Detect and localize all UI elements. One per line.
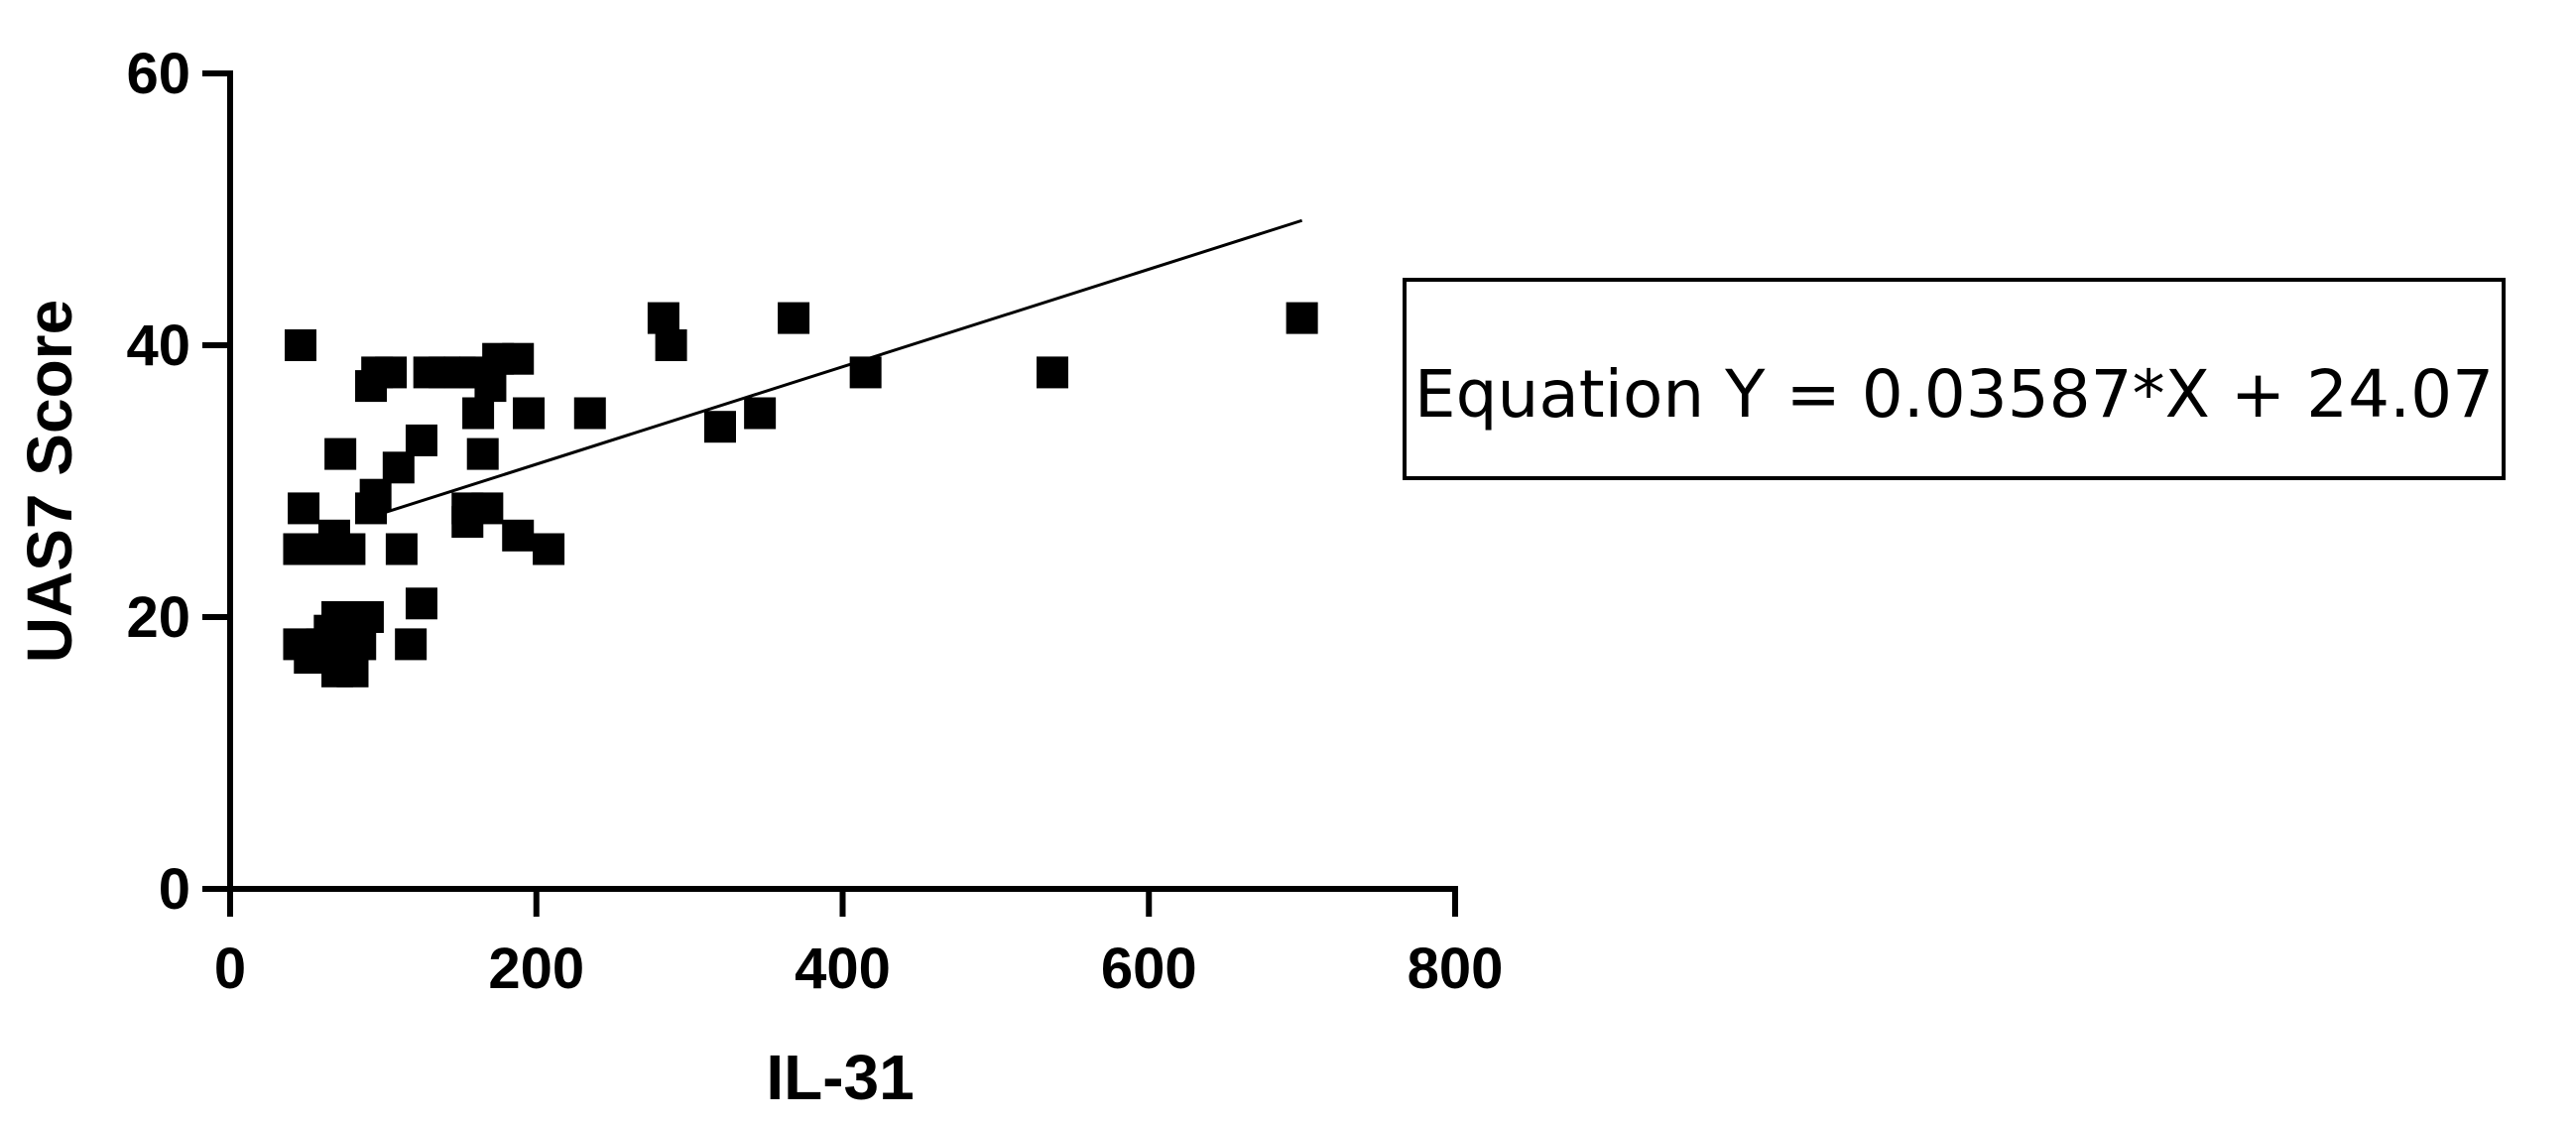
data-point	[351, 601, 384, 633]
data-point	[1286, 302, 1318, 334]
data-point	[321, 601, 354, 633]
data-point	[359, 478, 392, 511]
data-point	[778, 302, 810, 334]
data-point	[533, 533, 565, 565]
data-point	[285, 329, 317, 361]
data-point	[1036, 356, 1068, 389]
data-point	[655, 329, 687, 361]
x-axis-ticks: 0 200 400 600 800	[214, 889, 1504, 1001]
data-point	[405, 587, 437, 620]
y-tick-label: 40	[126, 313, 190, 378]
x-tick-label: 400	[795, 937, 891, 1001]
data-point	[513, 397, 546, 430]
data-points	[283, 302, 1318, 688]
y-tick-label: 20	[126, 585, 190, 650]
x-tick-label: 800	[1408, 937, 1504, 1001]
data-point	[466, 438, 499, 470]
data-point	[395, 628, 428, 661]
y-axis-title: UAS7 Score	[14, 300, 85, 663]
x-tick-label: 200	[488, 937, 584, 1001]
data-point	[333, 533, 366, 565]
data-point	[288, 492, 320, 525]
data-point	[462, 397, 495, 430]
data-point	[573, 397, 606, 430]
data-point	[704, 411, 736, 443]
data-point	[744, 397, 777, 430]
data-point	[502, 519, 535, 552]
equation-box	[1403, 278, 2506, 480]
data-point	[474, 370, 507, 403]
data-point	[502, 342, 535, 375]
data-point	[336, 655, 369, 688]
axes: 0 20 40 60 0 200 400 600 800	[126, 42, 1503, 1001]
data-point	[382, 451, 415, 484]
data-point	[405, 424, 437, 456]
data-point	[385, 533, 418, 565]
x-axis-title: IL-31	[766, 1042, 914, 1113]
y-tick-label: 0	[159, 857, 190, 922]
data-point	[647, 302, 679, 334]
equation-text: Equation Y = 0.03587*X + 24.07	[1414, 356, 2494, 433]
x-tick-label: 0	[214, 937, 246, 1001]
regression-line	[375, 218, 1303, 517]
data-point	[344, 628, 377, 661]
y-axis-ticks: 0 20 40 60	[126, 42, 230, 922]
data-point	[471, 492, 504, 525]
data-point	[849, 356, 882, 389]
x-tick-label: 600	[1101, 937, 1197, 1001]
y-tick-label: 60	[126, 42, 190, 106]
equation-annotation: Equation Y = 0.03587*X + 24.07	[1403, 278, 2506, 480]
data-point	[375, 356, 408, 389]
data-point	[324, 438, 357, 470]
